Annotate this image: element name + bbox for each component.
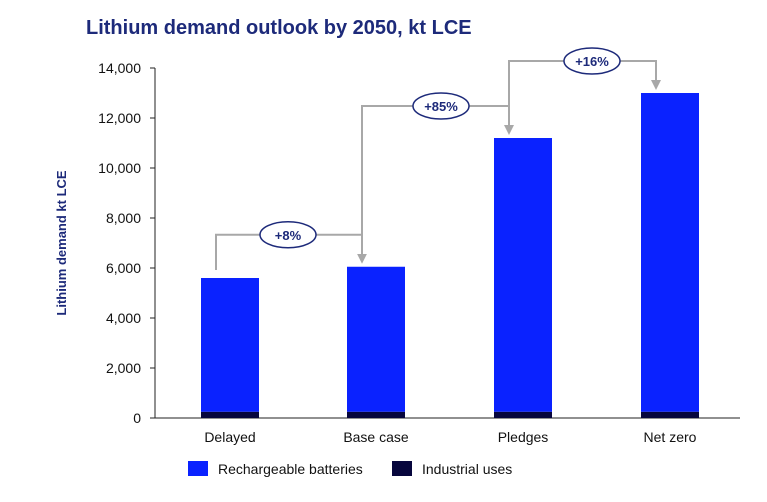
bar-industrial-uses <box>494 411 552 418</box>
change-annotations: +8% +85% +16% <box>215 47 661 270</box>
y-tick-label: 10,000 <box>98 160 141 176</box>
bar-industrial-uses <box>201 411 259 418</box>
y-tick-label: 6,000 <box>106 260 141 276</box>
change-pill <box>412 92 470 120</box>
axes: 0 2,000 4,000 6,000 8,000 10,000 12,000 14,000 D… <box>98 60 740 445</box>
x-tick-label: Base case <box>343 429 409 445</box>
y-tick-label: 2,000 <box>106 360 141 376</box>
legend-label: Industrial uses <box>422 461 512 477</box>
y-tick-label: 8,000 <box>106 210 141 226</box>
y-tick-label: 4,000 <box>106 310 141 326</box>
y-axis-label: Lithium demand kt LCE <box>54 170 69 316</box>
bar-industrial-uses <box>347 411 405 418</box>
y-tick-label: 14,000 <box>98 60 141 76</box>
bar-industrial-uses <box>641 411 699 418</box>
legend-swatch <box>392 461 412 476</box>
y-tick-label: 0 <box>133 410 141 426</box>
x-tick-label: Net zero <box>644 429 697 445</box>
x-tick-label: Pledges <box>498 429 549 445</box>
bars <box>201 93 699 418</box>
bar-rechargeable-batteries <box>347 266 405 412</box>
y-tick-label: 12,000 <box>98 110 141 126</box>
bar-rechargeable-batteries <box>641 93 699 412</box>
change-label: +8% <box>275 228 302 243</box>
change-pill <box>563 47 621 75</box>
legend: Rechargeable batteries Industrial uses <box>188 461 512 477</box>
x-tick-label: Delayed <box>204 429 255 445</box>
bar-rechargeable-batteries <box>494 138 552 412</box>
chart-title: Lithium demand outlook by 2050, kt LCE <box>86 17 472 39</box>
legend-label: Rechargeable batteries <box>218 461 363 477</box>
change-arrow <box>361 105 514 259</box>
legend-swatch <box>188 461 208 476</box>
change-label: +85% <box>424 99 458 114</box>
change-label: +16% <box>575 54 609 69</box>
change-pill <box>259 221 317 249</box>
bar-rechargeable-batteries <box>201 278 259 412</box>
